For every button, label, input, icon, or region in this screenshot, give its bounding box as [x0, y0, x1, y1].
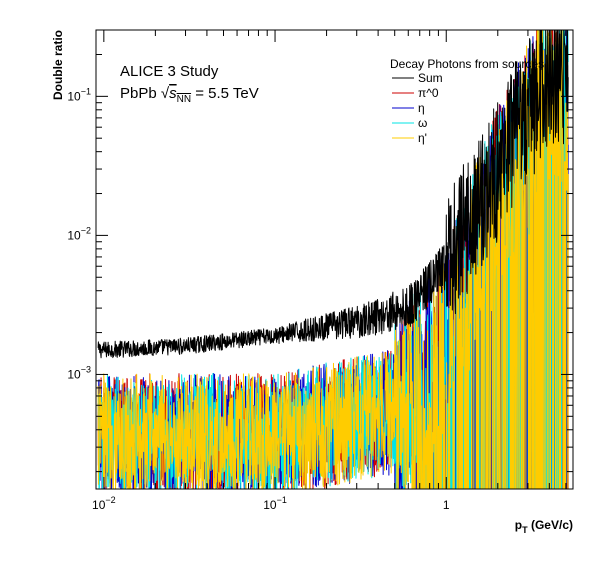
legend-label: η	[418, 101, 425, 115]
series-line	[97, 30, 569, 489]
annotation-line1: ALICE 3 Study	[120, 63, 219, 80]
annotation-line2: PbPb √sNN = 5.5 TeV	[120, 85, 259, 105]
x-tick-label: 1	[443, 498, 450, 512]
legend-label: η'	[418, 131, 427, 145]
series-line	[97, 30, 569, 359]
legend-label: ω	[418, 116, 427, 130]
y-tick-label: 10−3	[67, 364, 91, 381]
y-tick-label: 10−1	[67, 86, 91, 103]
series-layer	[97, 30, 569, 489]
x-tick-label: 10−1	[263, 495, 287, 512]
annotation: ALICE 3 Study PbPb √sNN = 5.5 TeV	[120, 63, 259, 105]
legend-label: π^0	[418, 86, 439, 100]
y-axis-title: Double ratio	[51, 30, 65, 100]
labels-layer: 10−2 10−1 1 10−3 10−2 10−1	[67, 86, 450, 512]
legend-label: Sum	[418, 71, 443, 85]
ticks-layer	[95, 30, 573, 489]
legend-title: Decay Photons from sources	[390, 57, 544, 71]
x-tick-label: 10−2	[92, 495, 116, 512]
y-tick-label: 10−2	[67, 225, 91, 242]
plot-frame	[95, 29, 574, 490]
x-axis-title: pT (GeV/c)	[515, 518, 573, 535]
